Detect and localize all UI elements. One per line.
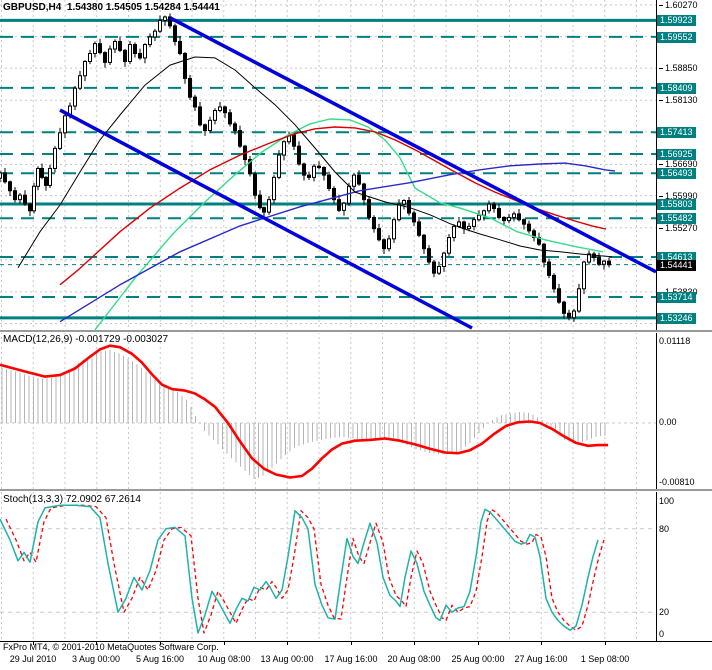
stoch-scale-80: 80 xyxy=(659,524,670,534)
stoch-scale-20: 20 xyxy=(659,607,670,617)
copyright-text: FxPro MT4, © 2001-2010 MetaQuotes Softwa… xyxy=(3,642,219,652)
price-level-badge: 1.58409 xyxy=(657,83,696,94)
time-label: 1 Sep 08:00 xyxy=(580,654,630,664)
time-label: 20 Aug 08:00 xyxy=(387,654,441,664)
pane-separator[interactable] xyxy=(0,330,712,333)
time-tick xyxy=(351,641,352,645)
time-label: 13 Aug 00:00 xyxy=(260,654,314,664)
price-tick-label: 1.58130 xyxy=(659,95,698,106)
main-chart-pane[interactable] xyxy=(0,0,656,330)
price-tick-label: 1.55270 xyxy=(659,223,698,234)
price-level-badge: 1.59552 xyxy=(657,32,696,43)
time-tick xyxy=(478,641,479,645)
price-level-badge: 1.56925 xyxy=(657,149,696,160)
tick-mark xyxy=(659,228,663,230)
time-tick xyxy=(414,641,415,645)
price-level-badge: 1.54613 xyxy=(657,252,696,263)
time-tick xyxy=(160,641,161,645)
tick-mark xyxy=(659,100,663,102)
price-level-badge: 1.53246 xyxy=(657,313,696,324)
stoch-pane[interactable] xyxy=(0,492,656,641)
ohlc-title: GBPUSD,H4 1.54380 1.54505 1.54284 1.5444… xyxy=(3,2,220,13)
macd-scale-zero: 0.00 xyxy=(659,417,677,427)
price-level-badge: 1.56493 xyxy=(657,168,696,179)
time-tick xyxy=(33,641,34,645)
time-label: 10 Aug 08:00 xyxy=(197,654,251,664)
price-level-badge: 1.59923 xyxy=(657,15,696,26)
time-axis[interactable]: FxPro MT4, © 2001-2010 MetaQuotes Softwa… xyxy=(0,641,712,670)
pane-separator[interactable] xyxy=(0,489,712,492)
price-level-badge: 1.55803 xyxy=(657,199,696,210)
time-tick xyxy=(605,641,606,645)
time-tick xyxy=(224,641,225,645)
price-level-badge: 1.53714 xyxy=(657,292,696,303)
time-label: 25 Aug 00:00 xyxy=(451,654,505,664)
tick-mark xyxy=(659,196,663,198)
macd-indicator-label: MACD(12,26,9) -0.001729 -0.003027 xyxy=(3,334,169,345)
macd-scale-bottom: -0.00810 xyxy=(659,477,695,487)
current-price-badge: 1.54441 xyxy=(657,260,696,271)
price-level-badge: 1.55482 xyxy=(657,213,696,224)
time-label: 3 Aug 00:00 xyxy=(71,654,121,664)
time-label: 29 Jul 2010 xyxy=(9,654,57,664)
time-tick xyxy=(96,641,97,645)
tick-mark xyxy=(659,164,663,166)
time-tick xyxy=(287,641,288,645)
macd-scale-top: 0.01118 xyxy=(659,336,691,346)
price-tick-label: 1.55990 xyxy=(659,191,698,202)
time-label: 27 Aug 16:00 xyxy=(514,654,568,664)
price-tick-label: 1.60270 xyxy=(659,0,698,11)
price-scale[interactable]: 0.01118 0.00 -0.00810 100 80 20 0 1.6027… xyxy=(656,0,712,641)
stoch-indicator-label: Stoch(13,3,3) 72.0902 67.2614 xyxy=(3,494,141,505)
time-label: 5 Aug 16:00 xyxy=(135,654,185,664)
axis-line xyxy=(0,641,712,642)
time-label: 17 Aug 16:00 xyxy=(324,654,378,664)
time-tick xyxy=(541,641,542,645)
price-tick-label: 1.58850 xyxy=(659,63,698,74)
macd-pane[interactable] xyxy=(0,332,656,490)
stoch-scale-100: 100 xyxy=(659,496,675,506)
tick-mark xyxy=(659,5,663,7)
price-level-badge: 1.57413 xyxy=(657,127,696,138)
stoch-scale-0: 0 xyxy=(659,629,665,639)
price-tick-label: 1.56690 xyxy=(659,159,698,170)
tick-mark xyxy=(659,68,663,70)
